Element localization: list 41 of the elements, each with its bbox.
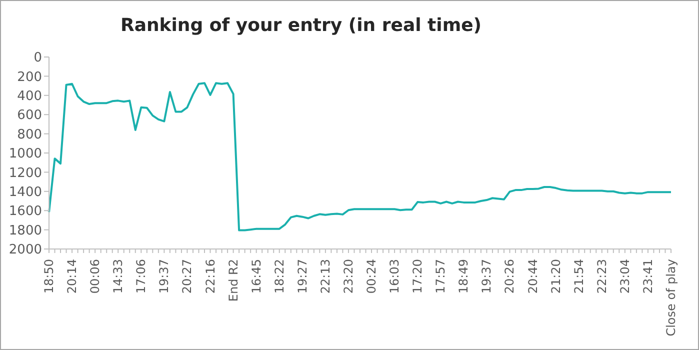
x-tick-label: 20:44	[526, 259, 540, 294]
y-tick-label: 400	[17, 89, 42, 104]
x-tick-label: End R2	[226, 259, 240, 302]
x-tick-label: 21:20	[548, 259, 563, 294]
x-tick-label: 19:27	[295, 259, 310, 294]
y-tick-label: 1600	[8, 204, 42, 220]
x-tick-label: 19:37	[480, 259, 494, 294]
y-tick-label: 0	[34, 50, 42, 66]
y-tick-label: 1200	[8, 166, 42, 181]
x-tick-label: 23:41	[640, 259, 655, 294]
x-tick-label: 14:33	[111, 259, 126, 294]
x-tick-label: 23:20	[341, 259, 356, 294]
x-tick-label: 17:57	[434, 259, 448, 294]
x-tick-label: 22:23	[594, 259, 609, 294]
x-tick-label: 19:37	[157, 259, 172, 294]
y-tick-label: 600	[17, 108, 42, 124]
y-tick-label: 1000	[8, 146, 42, 162]
x-tick-label: 00:24	[364, 259, 379, 294]
y-tick-label: 2000	[8, 242, 42, 258]
x-tick-label: 18:49	[456, 259, 471, 294]
x-tick-label: 21:54	[572, 259, 586, 294]
x-tick-label: 20:27	[180, 259, 194, 294]
line-series	[48, 82, 672, 232]
x-tick-label: 22:13	[318, 259, 332, 294]
x-tick-label: 18:22	[272, 259, 286, 294]
chart-title: Ranking of your entry (in real time)	[119, 15, 483, 36]
x-tick-label: Close of play	[664, 259, 678, 336]
x-tick-label: 17:06	[134, 259, 148, 294]
x-tick-label: 16:45	[249, 259, 264, 294]
x-tick-label: 17:20	[410, 259, 425, 294]
y-tick-label: 1400	[8, 185, 42, 200]
x-tick-label: 18:50	[42, 259, 56, 294]
x-tick-label: 00:06	[88, 259, 102, 294]
x-tick-label: 20:14	[65, 259, 80, 294]
x-tick-label: 22:16	[203, 259, 218, 294]
x-tick-label: 16:03	[388, 259, 402, 294]
x-tick-label: 23:04	[618, 259, 632, 294]
y-tick-label: 200	[17, 70, 42, 85]
x-tick-label: 20:26	[502, 259, 517, 294]
y-tick-label: 800	[17, 127, 42, 142]
y-tick-label: 1800	[8, 223, 42, 238]
